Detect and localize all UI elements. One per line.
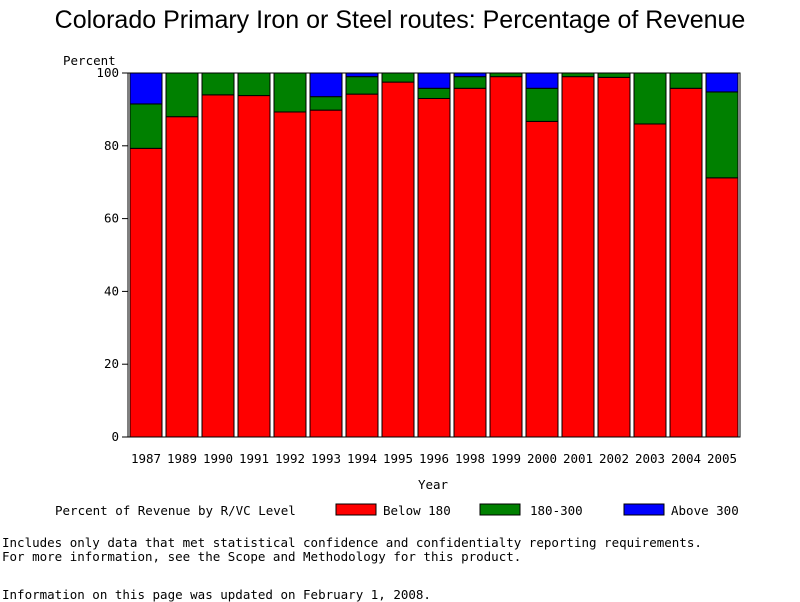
bar-segment-1992-below-180 — [273, 111, 307, 438]
x-tick-label: 1994 — [347, 451, 377, 466]
bar-segment-2003-180-300 — [633, 72, 667, 125]
note-methodology: For more information, see the Scope and … — [2, 549, 522, 564]
bar-segment-2000-below-180 — [525, 120, 559, 438]
legend-title: Percent of Revenue by R/VC Level — [55, 503, 296, 518]
bar-segment-1999-below-180 — [489, 76, 523, 438]
y-tick-label: 0 — [111, 429, 119, 444]
bar-segment-2003-below-180 — [633, 123, 667, 438]
x-tick-label: 1993 — [311, 451, 341, 466]
legend: Percent of Revenue by R/VC Level Below 1… — [55, 503, 739, 518]
x-tick-label: 1996 — [419, 451, 449, 466]
legend-label: Above 300 — [671, 503, 739, 518]
bar-segment-2005-below-180 — [705, 177, 739, 438]
y-tick-label: 40 — [104, 283, 119, 298]
bar-segment-1996-above-300 — [417, 72, 451, 89]
y-tick-label: 100 — [96, 65, 119, 80]
bar-segment-1989-below-180 — [165, 116, 199, 438]
bar-segment-1992-180-300 — [273, 72, 307, 113]
bar-segment-2000-180-300 — [525, 87, 559, 122]
plot-frame — [127, 72, 741, 438]
bar-segment-2001-below-180 — [561, 76, 595, 438]
bar-segment-2000-above-300 — [525, 72, 559, 89]
y-tick-label: 80 — [104, 138, 119, 153]
note-updated: Information on this page was updated on … — [2, 587, 431, 602]
x-axis-label: Year — [418, 477, 449, 492]
x-tick-label: 2005 — [707, 451, 737, 466]
legend-swatch-below-180 — [335, 503, 377, 516]
x-tick-label: 1989 — [167, 451, 197, 466]
bar-segment-1993-180-300 — [309, 96, 343, 111]
y-tick-label: 60 — [104, 211, 119, 226]
x-tick-label: 1992 — [275, 451, 305, 466]
x-tick-label: 1995 — [383, 451, 413, 466]
y-axis-label: Percent — [63, 53, 116, 68]
x-tick-label: 1991 — [239, 451, 269, 466]
bar-segment-1994-180-300 — [345, 76, 379, 95]
bar-segment-1993-above-300 — [309, 72, 343, 98]
x-tick-label: 2001 — [563, 451, 593, 466]
bar-segment-1998-below-180 — [453, 87, 487, 438]
x-tick-label: 1998 — [455, 451, 485, 466]
bars-layer: 1987 1989 1990 1991 1992 1993 1994 1995 1996 1998… — [129, 72, 739, 466]
bar-segment-1990-below-180 — [201, 94, 235, 438]
legend-swatch-above-300 — [623, 503, 665, 516]
x-tick-label: 2003 — [635, 451, 665, 466]
bar-segment-2004-180-300 — [669, 72, 703, 89]
x-tick-label: 1999 — [491, 451, 521, 466]
bar-segment-1999-180-300 — [489, 72, 523, 78]
bar-segment-2004-below-180 — [669, 87, 703, 438]
legend-swatch-180-300 — [479, 503, 521, 516]
bar-segment-1998-above-300 — [453, 72, 487, 78]
bar-segment-1995-180-300 — [381, 72, 415, 83]
legend-label: Below 180 — [383, 503, 451, 518]
x-tick-label: 2000 — [527, 451, 557, 466]
bar-segment-1991-below-180 — [237, 95, 271, 438]
bar-segment-1995-below-180 — [381, 81, 415, 438]
legend-items: Below 180 180-300 Above 300 — [335, 503, 739, 518]
bar-segment-1998-180-300 — [453, 76, 487, 89]
x-tick-label: 2004 — [671, 451, 701, 466]
bar-segment-1994-below-180 — [345, 93, 379, 438]
bar-segment-2002-180-300 — [597, 72, 631, 78]
bar-segment-2002-below-180 — [597, 76, 631, 438]
bar-segment-1996-below-180 — [417, 97, 451, 438]
x-tick-label: 2002 — [599, 451, 629, 466]
bar-segment-1990-180-300 — [201, 72, 235, 96]
bar-segment-1987-above-300 — [129, 72, 163, 105]
bar-segment-1996-180-300 — [417, 87, 451, 99]
bar-segment-1989-180-300 — [165, 72, 199, 118]
bar-segment-1987-below-180 — [129, 147, 163, 438]
bar-segment-1991-180-300 — [237, 72, 271, 97]
bar-segment-1987-180-300 — [129, 103, 163, 149]
bar-segment-2005-180-300 — [705, 91, 739, 179]
axis-layer: 0 20 40 60 80 100 — [96, 65, 741, 444]
x-tick-label: 1990 — [203, 451, 233, 466]
bar-segment-2001-180-300 — [561, 72, 595, 78]
bar-segment-1994-above-300 — [345, 72, 379, 78]
bar-segment-1993-below-180 — [309, 109, 343, 438]
legend-label: 180-300 — [530, 503, 583, 518]
y-tick-label: 20 — [104, 356, 119, 371]
note-statistical: Includes only data that met statistical … — [2, 535, 702, 550]
chart-title: Colorado Primary Iron or Steel routes: P… — [54, 6, 746, 34]
bar-segment-2005-above-300 — [705, 72, 739, 93]
x-tick-label: 1987 — [131, 451, 161, 466]
